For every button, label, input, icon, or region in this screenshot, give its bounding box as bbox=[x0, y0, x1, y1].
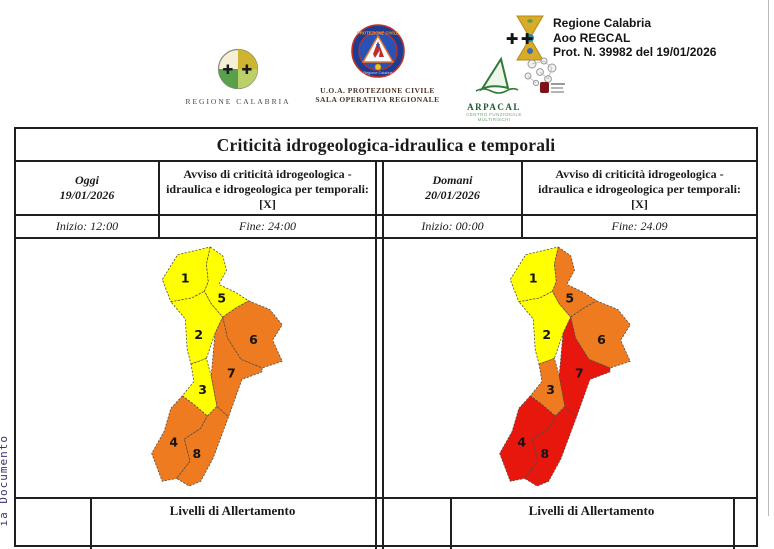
arpacal-caption: CENTRO FUNZIONALE MULTIRISCHI bbox=[466, 112, 522, 122]
tomorrow-avviso-cell: Avviso di criticità idrogeologica - idra… bbox=[523, 162, 756, 214]
svg-text:✚: ✚ bbox=[506, 30, 519, 48]
map-zone-6 bbox=[570, 300, 631, 369]
protocol-text: Regione Calabria Aoo REGCAL Prot. N. 399… bbox=[553, 16, 716, 60]
map-zone-8 bbox=[176, 405, 229, 487]
pc-caption-line2: SALA OPERATIVA REGIONALE bbox=[315, 95, 440, 104]
protezione-civile-caption: U.O.A. PROTEZIONE CIVILE SALA OPERATIVA … bbox=[315, 86, 440, 104]
svg-text:Regione Calabria: Regione Calabria bbox=[363, 71, 393, 75]
svg-text:✚: ✚ bbox=[223, 63, 234, 78]
tomorrow-avviso-text: Avviso di criticità idrogeologica - idra… bbox=[538, 167, 741, 211]
today-day-label: Oggi bbox=[75, 173, 99, 187]
map-zone-label: 2 bbox=[542, 327, 551, 342]
protezione-civile-logo: PROTEZIONE CIVILE Regione Calabria U.O.A… bbox=[315, 24, 440, 104]
map-zone-label: 7 bbox=[575, 366, 584, 381]
map-zone-4 bbox=[499, 395, 556, 482]
tomorrow-fine: Fine: 24.09 bbox=[611, 219, 668, 233]
regione-calabria-seal-icon: ✚ ✚ bbox=[217, 48, 259, 90]
arpacal-name: ARPACAL bbox=[467, 102, 521, 112]
tomorrow-day-cell: Domani 20/01/2026 bbox=[384, 162, 521, 214]
map-zone-6 bbox=[222, 300, 283, 369]
map-zone-label: 6 bbox=[597, 332, 606, 347]
today-day-cell: Oggi 19/01/2026 bbox=[16, 162, 158, 214]
tomorrow-inizio: Inizio: 00:00 bbox=[421, 219, 484, 233]
protocol-stamp-logo: ✚ ✚ bbox=[505, 13, 551, 63]
map-zone-3 bbox=[181, 357, 218, 417]
today-avviso-cell: Avviso di criticità idrogeologica - idra… bbox=[160, 162, 375, 214]
today-date: 19/01/2026 bbox=[59, 188, 115, 202]
rule-under-title bbox=[16, 160, 756, 162]
map-zone-1 bbox=[509, 246, 559, 303]
map-oggi: 1 2 3 4 5 6 7 8 bbox=[120, 243, 288, 493]
footer-label-right: Livelli di Allertamento bbox=[528, 503, 655, 518]
divider-col3 bbox=[521, 162, 523, 237]
rule-above-footer bbox=[16, 497, 756, 499]
map-zone-label: 3 bbox=[546, 382, 555, 397]
regione-calabria-logo: ✚ ✚ REGIONE CALABRIA bbox=[178, 48, 298, 106]
tomorrow-date: 20/01/2026 bbox=[425, 188, 480, 202]
regione-calabria-caption: REGIONE CALABRIA bbox=[185, 97, 291, 106]
divider-middle-left bbox=[375, 162, 377, 549]
today-avviso-text: Avviso di criticità idrogeologica - idra… bbox=[166, 167, 369, 211]
divider-footer-right bbox=[733, 499, 735, 549]
protocol-line2: Aoo REGCAL bbox=[553, 30, 631, 45]
svg-text:✚: ✚ bbox=[521, 30, 534, 48]
protezione-civile-emblem-icon: PROTEZIONE CIVILE Regione Calabria bbox=[350, 24, 405, 78]
molecule-icon bbox=[518, 56, 562, 103]
criticita-table: Criticità idrogeologica-idraulica e temp… bbox=[14, 127, 758, 549]
map-zone-label: 5 bbox=[565, 291, 574, 306]
pc-caption-line1: U.O.A. PROTEZIONE CIVILE bbox=[320, 86, 435, 95]
rule-under-times bbox=[16, 237, 756, 239]
svg-text:PROTEZIONE CIVILE: PROTEZIONE CIVILE bbox=[357, 31, 399, 36]
map-zone-label: 3 bbox=[198, 382, 207, 397]
divider-middle-right bbox=[382, 162, 384, 549]
page-edge-line bbox=[768, 0, 769, 516]
protocol-line3: Prot. N. 39982 del 19/01/2026 bbox=[553, 45, 717, 59]
map-zone-label: 8 bbox=[192, 446, 201, 461]
table-title: Criticità idrogeologica-idraulica e temp… bbox=[216, 135, 556, 155]
map-zone-label: 4 bbox=[169, 435, 178, 450]
map-zone-label: 4 bbox=[517, 435, 526, 450]
today-inizio: Inizio: 12:00 bbox=[55, 219, 119, 233]
map-zone-1 bbox=[161, 246, 211, 303]
map-zone-3 bbox=[529, 357, 566, 417]
map-zone-label: 2 bbox=[194, 327, 203, 342]
side-vertical-text: ia Documento bbox=[0, 434, 10, 526]
protocol-line1: Regione Calabria bbox=[553, 16, 652, 30]
map-zone-7 bbox=[210, 315, 263, 418]
map-domani: 1 2 3 4 5 6 7 8 bbox=[468, 243, 636, 493]
map-zone-7 bbox=[558, 315, 611, 418]
today-fine: Fine: 24:00 bbox=[239, 219, 296, 233]
map-zone-label: 1 bbox=[181, 271, 190, 286]
small-red-emblem-icon bbox=[540, 80, 566, 101]
calabria-map-svg: 1 2 3 4 5 6 7 8 bbox=[151, 246, 283, 487]
map-zone-label: 5 bbox=[217, 291, 226, 306]
map-zone-label: 8 bbox=[540, 446, 549, 461]
svg-text:✚: ✚ bbox=[242, 63, 253, 78]
arpacal-sail-icon bbox=[475, 56, 519, 94]
calabria-stemma-icon: ✚ ✚ bbox=[506, 15, 544, 61]
rule-under-header bbox=[16, 214, 756, 216]
map-zone-label: 1 bbox=[529, 271, 538, 286]
map-zone-label: 7 bbox=[227, 366, 236, 381]
tomorrow-day-label: Domani bbox=[432, 173, 473, 187]
arpacal-logo: ARPACAL CENTRO FUNZIONALE MULTIRISCHI bbox=[452, 56, 536, 122]
calabria-map-svg: 1 2 3 4 5 6 7 8 bbox=[499, 246, 631, 487]
footer-label-left: Livelli di Allertamento bbox=[169, 503, 296, 518]
map-zone-label: 6 bbox=[249, 332, 258, 347]
divider-col1 bbox=[158, 162, 160, 237]
map-zone-8 bbox=[524, 405, 577, 487]
